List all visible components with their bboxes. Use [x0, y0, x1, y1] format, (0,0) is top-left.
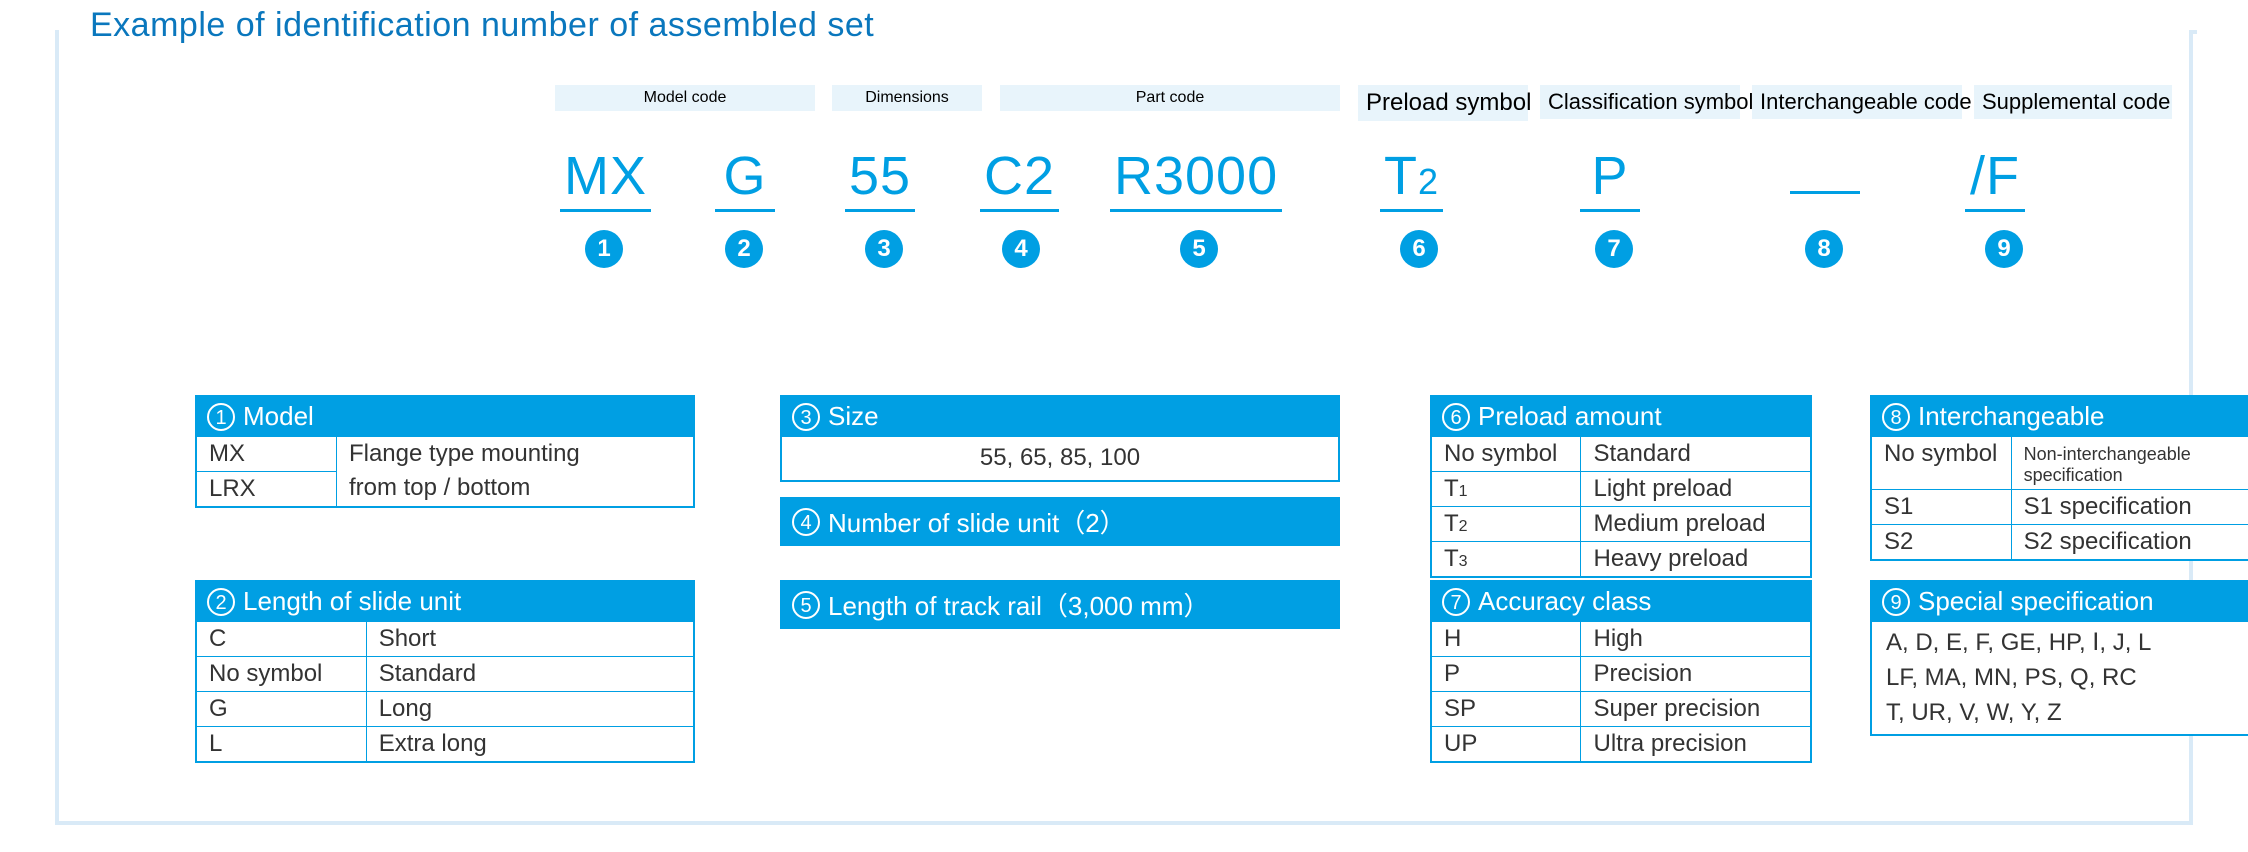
- table-row: T2Medium preload: [1432, 506, 1810, 541]
- table-row: CShort: [197, 621, 693, 656]
- table-row: MXFlange type mounting: [197, 436, 693, 471]
- table-row: No symbolStandard: [1432, 436, 1810, 471]
- code-2: G: [715, 145, 775, 212]
- table-row: S2S2 specification: [1872, 524, 2248, 559]
- table-preload: 6Preload amount No symbolStandard T1Ligh…: [1430, 395, 1812, 578]
- table-row: No symbolNon-interchangeable specificati…: [1872, 436, 2248, 489]
- table-length-rail-head: 5Length of track rail（3,000 mm）: [782, 582, 1338, 627]
- table-row: LRXfrom top / bottom: [197, 471, 693, 506]
- label-interchangeable: Interchangeable code: [1752, 85, 1962, 119]
- table-size-title: Size: [828, 401, 879, 432]
- table-accuracy-title: Accuracy class: [1478, 586, 1651, 617]
- table-special-head: 9Special specification: [1872, 582, 2248, 621]
- label-classification: Classification symbol: [1540, 85, 1740, 119]
- table-model-head: 1Model: [197, 397, 693, 436]
- table-accuracy: 7Accuracy class HHigh PPrecision SPSuper…: [1430, 580, 1812, 763]
- code-9: /F: [1965, 145, 2025, 212]
- table-row: LExtra long: [197, 726, 693, 761]
- table-size: 3Size 55, 65, 85, 100: [780, 395, 1340, 482]
- table-row: GLong: [197, 691, 693, 726]
- main-title: Example of identification number of asse…: [90, 6, 884, 45]
- table-special-title: Special specification: [1918, 586, 2154, 617]
- table-row: No symbolStandard: [197, 656, 693, 691]
- table-preload-title: Preload amount: [1478, 401, 1662, 432]
- code-4: C2: [980, 145, 1059, 212]
- badge-2: 2: [725, 230, 763, 268]
- table-size-head: 3Size: [782, 397, 1338, 436]
- table-length-slide-title: Length of slide unit: [243, 586, 461, 617]
- badge-3: 3: [865, 230, 903, 268]
- table-accuracy-head: 7Accuracy class: [1432, 582, 1810, 621]
- table-row: HHigh: [1432, 621, 1810, 656]
- table-size-body: 55, 65, 85, 100: [782, 436, 1338, 480]
- table-interchangeable-head: 8Interchangeable: [1872, 397, 2248, 436]
- badge-8: 8: [1805, 230, 1843, 268]
- table-model-title: Model: [243, 401, 314, 432]
- badge-5: 5: [1180, 230, 1218, 268]
- badge-4: 4: [1002, 230, 1040, 268]
- table-model: 1Model MXFlange type mounting LRXfrom to…: [195, 395, 695, 508]
- table-interchangeable: 8Interchangeable No symbolNon-interchang…: [1870, 395, 2248, 561]
- table-length-rail-title: Length of track rail（3,000 mm）: [828, 586, 1210, 623]
- code-7: P: [1580, 145, 1640, 212]
- table-row: PPrecision: [1432, 656, 1810, 691]
- table-preload-head: 6Preload amount: [1432, 397, 1810, 436]
- table-special: 9Special specification A, D, E, F, GE, H…: [1870, 580, 2248, 736]
- label-model-code: Model code: [555, 85, 815, 111]
- table-length-rail: 5Length of track rail（3,000 mm）: [780, 580, 1340, 629]
- label-dimensions: Dimensions: [832, 85, 982, 111]
- label-part-code: Part code: [1000, 85, 1340, 111]
- code-3: 55: [845, 145, 915, 212]
- badge-9: 9: [1985, 230, 2023, 268]
- table-row: SPSuper precision: [1432, 691, 1810, 726]
- table-row: T3Heavy preload: [1432, 541, 1810, 576]
- label-preload: Preload symbol: [1358, 85, 1528, 121]
- badge-7: 7: [1595, 230, 1633, 268]
- table-length-slide: 2Length of slide unit CShort No symbolSt…: [195, 580, 695, 763]
- table-num-slide: 4Number of slide unit（2）: [780, 497, 1340, 546]
- table-row: UPUltra precision: [1432, 726, 1810, 761]
- table-special-body: A, D, E, F, GE, HP, Ⅰ, J, L LF, MA, MN, …: [1872, 621, 2248, 734]
- code-6: T2: [1380, 145, 1443, 212]
- badge-1: 1: [585, 230, 623, 268]
- table-num-slide-head: 4Number of slide unit（2）: [782, 499, 1338, 544]
- table-row: T1Light preload: [1432, 471, 1810, 506]
- table-length-slide-head: 2Length of slide unit: [197, 582, 693, 621]
- table-row: S1S1 specification: [1872, 489, 2248, 524]
- table-interchangeable-title: Interchangeable: [1918, 401, 2104, 432]
- code-5: R3000: [1110, 145, 1282, 212]
- table-num-slide-title: Number of slide unit（2）: [828, 503, 1126, 540]
- code-8: [1790, 145, 1860, 207]
- badge-6: 6: [1400, 230, 1438, 268]
- code-1: MX: [560, 145, 651, 212]
- label-supplemental: Supplemental code: [1974, 85, 2172, 119]
